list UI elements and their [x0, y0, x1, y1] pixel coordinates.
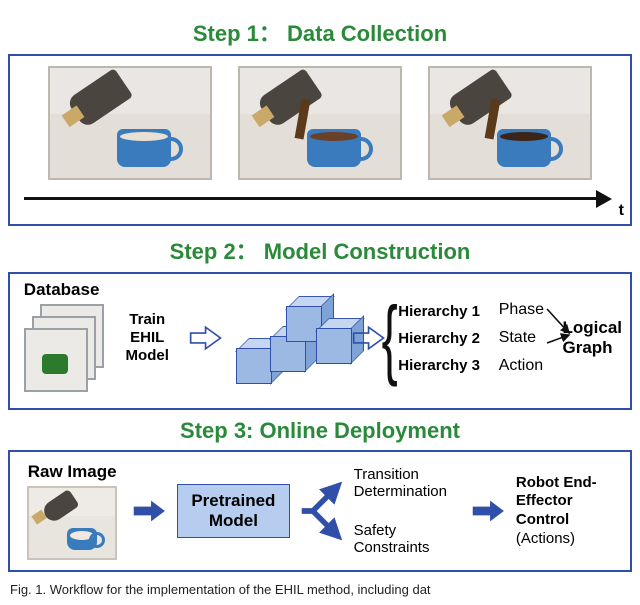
hierarchy-label-1: Hierarchy 1 — [398, 303, 490, 320]
train-label: Train EHILModel — [113, 311, 181, 365]
figure-caption: Fig. 1. Workflow for the implementation … — [10, 582, 630, 597]
step1-frames — [22, 66, 618, 180]
step3-title: Step 3: Online Deployment — [8, 418, 632, 444]
raw-image — [27, 486, 117, 560]
hierarchy-label-2: Hierarchy 2 — [398, 330, 490, 347]
step1-frame-2 — [428, 66, 592, 180]
step2-panel: Database Train EHILModel { Hierarc — [8, 272, 632, 410]
hierarchy-label-3: Hierarchy 3 — [398, 357, 490, 374]
pretrained-model-box: PretrainedModel — [177, 484, 290, 539]
step1-frame-0 — [48, 66, 212, 180]
solid-arrow-icon — [132, 496, 167, 526]
database-stack — [20, 304, 104, 396]
brace-icon: { — [381, 298, 397, 377]
step1-panel: t — [8, 54, 632, 226]
model-cubes — [230, 290, 343, 386]
branch-arrows — [300, 471, 344, 551]
arrow-outline-icon — [189, 321, 222, 355]
output-sub: (Actions) — [516, 530, 618, 549]
hierarchy-column: Hierarchy 1 Hierarchy 2 Hierarchy 3 — [398, 303, 490, 374]
step3-panel: Raw Image PretrainedModel TransitionDete… — [8, 450, 632, 572]
raw-image-label: Raw Image — [22, 462, 122, 482]
branch-label-safety: SafetyConstraints — [354, 522, 462, 556]
raw-image-column: Raw Image — [22, 462, 122, 560]
step1-frame-1 — [238, 66, 402, 180]
output-column: Robot End-EffectorControl (Actions) — [516, 474, 618, 549]
time-axis: t — [22, 188, 618, 214]
step2-title: Step 2： Model Construction — [8, 234, 632, 266]
psa-column: Phase State Action — [499, 301, 555, 375]
branch-labels: TransitionDetermination SafetyConstraint… — [354, 466, 462, 556]
step1-title: Step 1： Data Collection — [8, 16, 632, 48]
database-label: Database — [18, 280, 105, 300]
output-title: Robot End-EffectorControl — [516, 474, 618, 530]
branch-label-transition: TransitionDetermination — [354, 466, 462, 500]
arrow-outline-icon — [352, 321, 385, 355]
time-axis-label: t — [619, 202, 624, 220]
solid-arrow-icon — [471, 496, 506, 526]
database-column: Database — [18, 280, 105, 396]
